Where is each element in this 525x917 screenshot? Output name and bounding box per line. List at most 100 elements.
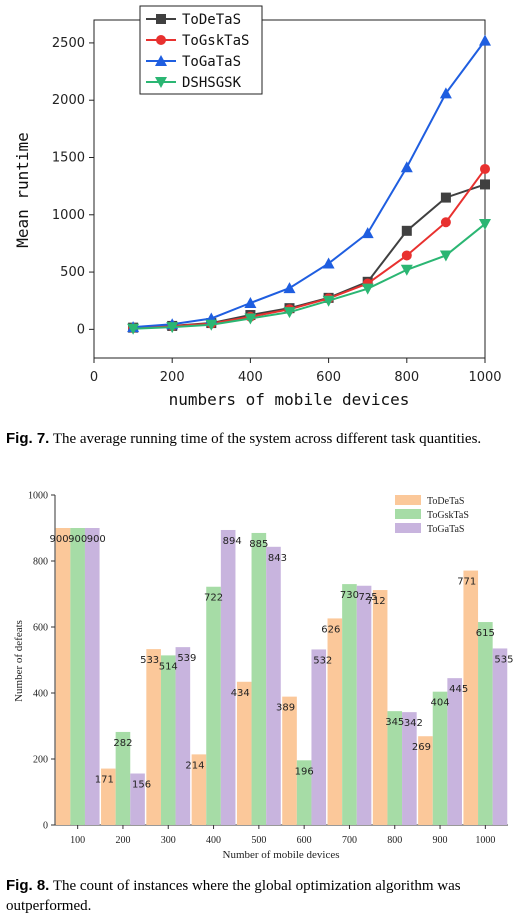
bar [55, 528, 71, 825]
line-chart-axes: 0 200 400 600 800 1000 0 500 1000 1500 2000 2500 [52, 19, 502, 385]
bar [160, 655, 176, 825]
legend-label: ToGaTaS [182, 54, 241, 70]
x-tick-label: 200 [115, 835, 130, 846]
bar [115, 731, 131, 825]
bar-value-label: 771 [457, 577, 476, 588]
x-tick-label: 0 [90, 370, 98, 385]
legend-label: DSHSGSK [182, 75, 242, 91]
data-point [480, 163, 490, 174]
bar-value-label: 730 [340, 590, 359, 601]
bar [191, 754, 207, 825]
data-point [127, 323, 140, 335]
bar-value-label: 445 [449, 684, 468, 695]
bar-chart-x-axis-title: Number of mobile devices [223, 849, 340, 861]
bar-value-label: 725 [359, 592, 378, 603]
series-line [133, 223, 486, 330]
data-point [480, 179, 490, 190]
data-point [361, 227, 374, 239]
legend-entry: ToGaTaS [395, 523, 464, 535]
y-tick-label: 2500 [52, 36, 85, 51]
y-tick-label: 800 [33, 557, 48, 568]
y-tick-label: 500 [60, 265, 85, 280]
bar [418, 736, 433, 825]
data-point [155, 55, 167, 66]
legend-entry: DSHSGSK [146, 75, 242, 91]
figure-7-text: The average running time of the system a… [52, 431, 482, 447]
bar [463, 570, 479, 825]
x-tick-label: 100 [70, 835, 85, 846]
bar [296, 760, 312, 825]
data-point [401, 250, 412, 261]
series-line [133, 40, 486, 329]
bar-value-label: 532 [313, 655, 332, 666]
data-point [440, 192, 451, 203]
data-point [244, 313, 257, 325]
bar-value-label: 214 [185, 760, 204, 771]
data-point [479, 34, 491, 46]
data-point [155, 77, 167, 88]
data-point [400, 161, 413, 173]
data-point [156, 14, 166, 24]
legend-swatch [395, 523, 421, 533]
y-tick-label: 200 [33, 755, 48, 766]
legend-entry: ToDeTaS [146, 12, 241, 28]
bar [478, 622, 493, 825]
bar-chart-axes: 0 200 400 600 800 1000 100 200 300 400 500 600 700 80… [28, 491, 508, 846]
bar-value-label: 282 [113, 738, 132, 749]
bar [387, 711, 403, 825]
x-tick-label: 1000 [468, 370, 501, 385]
x-tick-label: 400 [206, 835, 221, 846]
series-line [133, 168, 486, 329]
bar-value-label: 722 [204, 593, 223, 604]
bar [236, 681, 252, 825]
data-point [322, 257, 335, 269]
bar-chart-y-axis-title: Number of defeats [13, 620, 25, 702]
bar-chart-value-labels: 900 900 9001712821565335145392147228944348… [49, 534, 513, 791]
x-tick-label: 1000 [475, 835, 495, 846]
bar-value-label: 885 [249, 539, 268, 550]
bar [327, 618, 343, 825]
legend-label: ToGskTaS [182, 33, 249, 49]
bar-chart-defeats: 0 200 400 600 800 1000 100 200 300 400 500 600 700 80… [13, 491, 514, 862]
bar [432, 691, 448, 825]
series-togsktas [128, 163, 490, 333]
bar [356, 585, 372, 825]
bar [206, 586, 221, 825]
data-point [400, 264, 413, 276]
bar-value-label: 404 [431, 698, 450, 709]
bar-chart-legend: ToDeTaS ToGskTaS ToGaTaS [395, 495, 469, 535]
legend-swatch [395, 509, 421, 519]
data-point [439, 87, 452, 99]
data-point [283, 282, 296, 294]
bar [402, 712, 417, 825]
legend-entry: ToGskTaS [395, 509, 469, 521]
legend-label: ToDeTaS [182, 12, 241, 28]
bar [84, 528, 100, 825]
line-chart-y-axis-title: Mean runtime [13, 132, 32, 248]
line-chart-legend: ToDeTaS ToGskTaS ToGaTaS DSHSGSK [139, 5, 263, 95]
y-tick-label: 0 [77, 322, 85, 337]
data-point [205, 319, 218, 331]
y-tick-label: 2000 [52, 93, 85, 108]
series-dshsgsk [127, 218, 491, 335]
bar-value-label: 712 [367, 596, 386, 607]
bar [372, 590, 388, 825]
bar-value-label: 345 [385, 717, 404, 728]
line-chart-mean-runtime: 0 200 400 600 800 1000 0 500 1000 1500 2000 2500 To… [13, 5, 502, 409]
x-tick-label: 700 [342, 835, 357, 846]
bar [175, 647, 191, 825]
y-tick-label: 0 [43, 821, 48, 832]
x-tick-label: 500 [251, 835, 266, 846]
bar [101, 768, 116, 825]
x-tick-label: 400 [238, 370, 263, 385]
bar [130, 773, 145, 825]
figure-8-text: The count of instances where the global … [6, 878, 461, 914]
figure-8-caption: Fig. 8. The count of instances where the… [6, 876, 525, 916]
bar [342, 584, 357, 825]
legend-entry: ToDeTaS [395, 495, 464, 507]
y-tick-label: 400 [33, 689, 48, 700]
bar-value-label: 389 [276, 703, 295, 714]
figure-8-label: Fig. 8. [6, 877, 50, 894]
legend-entry: ToGskTaS [146, 33, 249, 49]
bar-value-label: 533 [140, 655, 159, 666]
